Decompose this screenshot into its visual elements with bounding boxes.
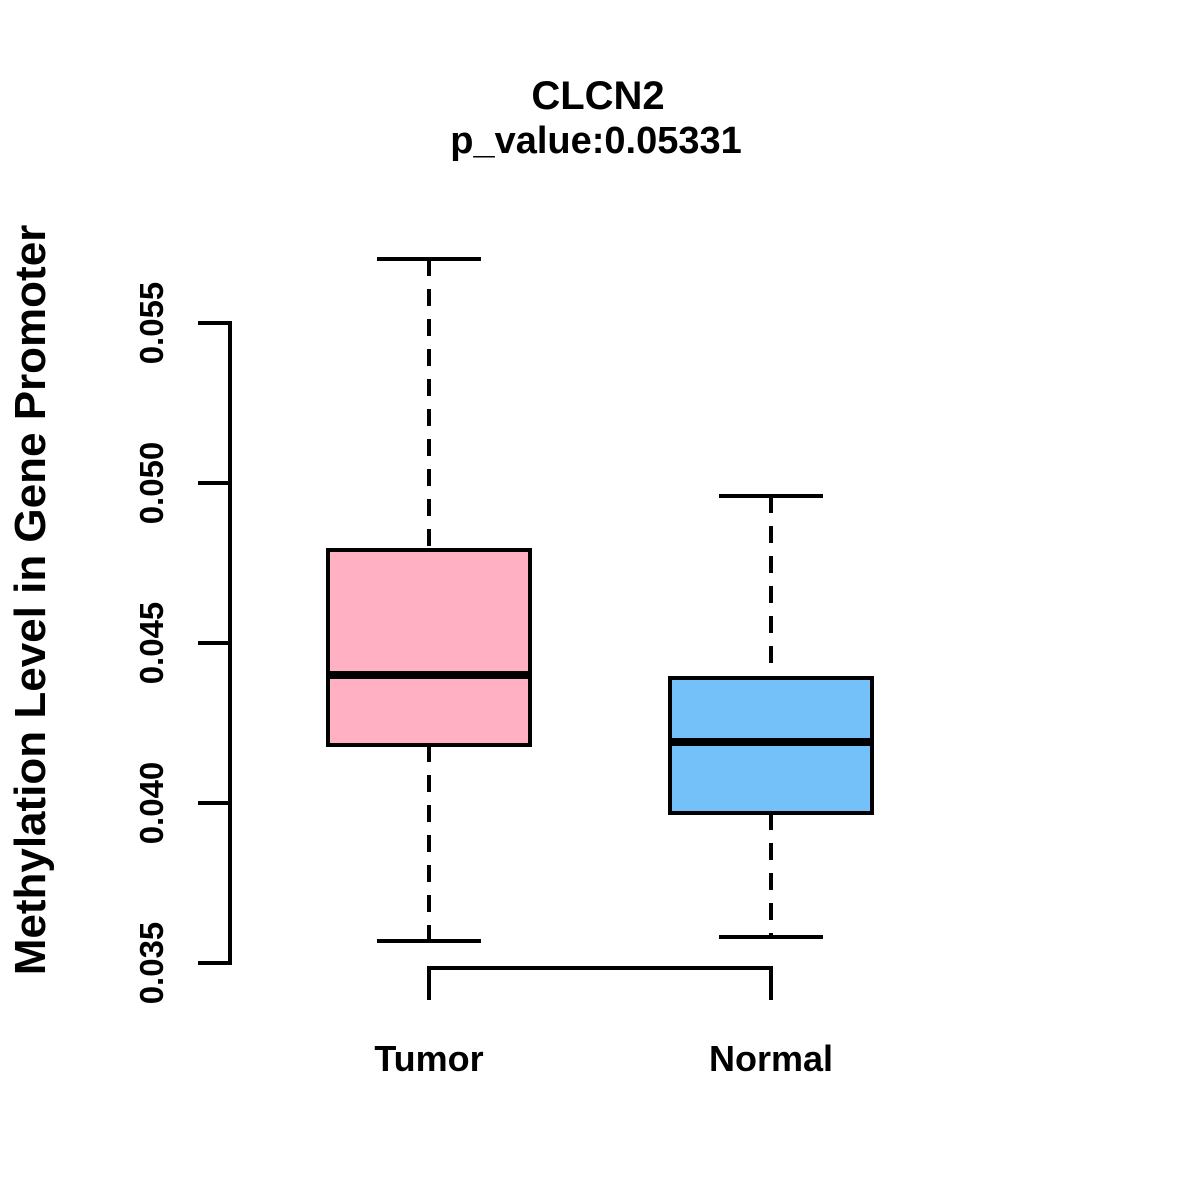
x-axis-tick-2	[769, 966, 773, 1000]
whisker-cap-upper-tumor	[377, 257, 481, 261]
whisker-cap-lower-tumor	[377, 938, 481, 943]
chart-subtitle: p_value:0.05331	[450, 120, 742, 162]
y-axis-tick	[198, 481, 230, 485]
y-tick-label: 0.040	[133, 761, 170, 845]
y-tick-label: 0.050	[133, 441, 170, 525]
whisker-upper-tumor	[427, 259, 431, 551]
whisker-lower-normal	[769, 812, 773, 938]
x-axis-line	[427, 966, 773, 970]
median-line-tumor	[326, 671, 532, 679]
y-axis-line	[228, 321, 232, 965]
whisker-cap-lower-normal	[719, 935, 823, 940]
y-axis-tick	[198, 641, 230, 645]
whisker-upper-normal	[769, 495, 773, 679]
y-axis-tick	[198, 801, 230, 805]
y-axis-tick	[198, 321, 230, 325]
x-category-label-normal: Normal	[708, 1038, 834, 1079]
chart-title: CLCN2	[531, 74, 665, 118]
y-tick-label: 0.045	[133, 601, 170, 685]
y-axis-tick	[198, 961, 230, 965]
whisker-lower-tumor	[427, 745, 431, 941]
median-line-normal	[668, 738, 874, 747]
box-tumor	[326, 548, 532, 748]
y-tick-label: 0.035	[133, 921, 170, 1005]
y-tick-label: 0.055	[133, 281, 170, 365]
whisker-cap-upper-normal	[719, 493, 823, 498]
x-category-label-tumor: Tumor	[374, 1038, 484, 1079]
x-axis-tick-1	[427, 966, 431, 1000]
